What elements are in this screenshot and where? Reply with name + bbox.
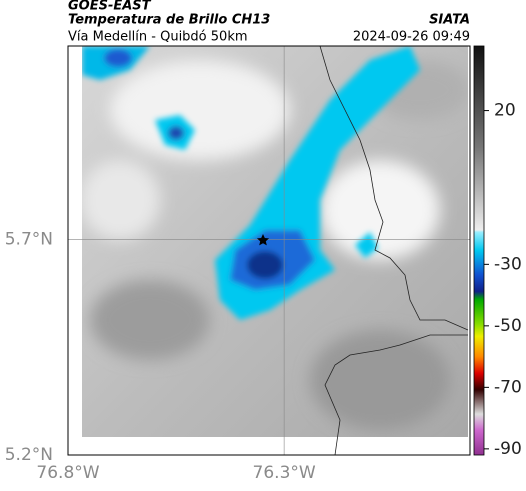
satellite-image xyxy=(82,46,468,437)
borders xyxy=(319,45,469,456)
lon-tick-label: 76.3°W xyxy=(253,463,316,483)
colorbar-tick-label: -50 xyxy=(494,316,522,336)
title: Temperatura de Brillo CH13 xyxy=(68,13,270,28)
lat-tick-label: 5.7°N xyxy=(5,230,53,250)
colorbar-tick-label: -90 xyxy=(494,439,522,459)
map-frame xyxy=(67,45,471,456)
org: SIATA xyxy=(429,13,470,28)
datetime: 2024-09-26 09:49 xyxy=(353,30,470,45)
lat-tick-label: 5.2°N xyxy=(5,445,53,465)
source: GOES-EAST xyxy=(68,0,152,14)
colorbar-tick-label: -70 xyxy=(494,377,522,397)
colorbar-tick-label: -30 xyxy=(494,254,522,274)
city-marker xyxy=(256,234,270,246)
subtitle: Vía Medellín - Quibdó 50km xyxy=(68,30,248,45)
lon-tick-label: 76.8°W xyxy=(36,463,99,483)
grid xyxy=(68,46,470,455)
colorbar-tick-label: 20 xyxy=(494,101,516,121)
colorbar xyxy=(473,45,485,456)
